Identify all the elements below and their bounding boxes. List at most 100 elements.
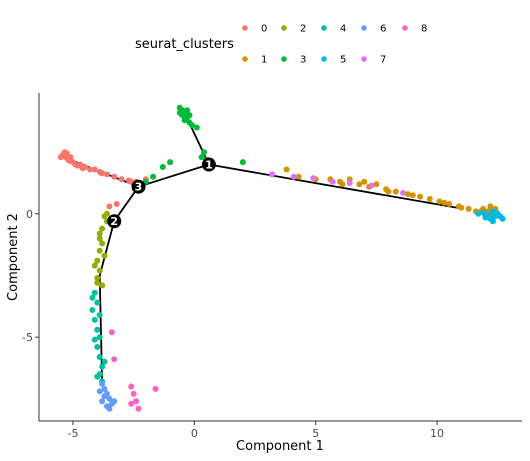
point-cluster-0 [63,150,70,157]
point-cluster-3 [198,154,205,161]
point-cluster-4 [91,336,98,343]
legend-title: seurat_clusters [135,37,234,52]
point-cluster-1 [404,191,411,198]
point-cluster-6 [101,393,108,400]
trajectory-edge [208,163,464,210]
point-cluster-2 [99,282,106,289]
point-cluster-7 [269,171,275,178]
legend-item-4: 4 [321,24,346,35]
point-cluster-0 [111,173,118,180]
point-cluster-2 [96,267,103,274]
point-cluster-3 [186,112,193,119]
point-cluster-1 [373,181,380,188]
point-cluster-6 [99,381,106,387]
legend-item-5: 5 [321,55,346,66]
legend-swatch [402,25,408,31]
point-cluster-4 [91,316,98,323]
point-cluster-1 [487,203,494,210]
x-tick-label: 0 [191,427,198,440]
point-cluster-0 [79,165,86,172]
point-cluster-6 [106,395,113,402]
trajectory-edge [138,163,210,188]
trajectory-edges [62,112,464,382]
point-cluster-0 [118,176,125,183]
point-cluster-1 [356,181,363,188]
legend-item-8: 8 [402,24,427,35]
point-cluster-4 [94,344,101,350]
legend-item-7: 7 [361,55,386,66]
point-cluster-4 [101,358,108,365]
point-cluster-1 [441,199,448,206]
point-cluster-5 [493,209,500,216]
point-cluster-6 [111,398,118,405]
point-cluster-2 [99,240,106,247]
point-cluster-8 [133,398,140,405]
point-cluster-4 [89,294,96,301]
trajectory-nodes: 1 2 3 [107,157,216,229]
point-cluster-3 [201,149,207,156]
point-cluster-6 [101,385,108,392]
point-cluster-5 [475,210,482,217]
point-cluster-7 [290,173,297,180]
point-cluster-2 [104,210,110,217]
point-cluster-4 [99,363,106,370]
point-cluster-4 [91,289,98,296]
point-cluster-8 [108,329,115,336]
trajectory-edge [98,220,116,382]
point-cluster-8 [128,400,135,407]
trajectory-node: 1 [201,157,216,172]
point-cluster-8 [128,383,135,390]
legend-label: 6 [380,24,386,35]
point-cluster-6 [99,398,106,405]
legend-item-6: 6 [361,24,386,35]
legend-label: 8 [421,24,427,35]
node-label: 3 [135,181,143,194]
legend-swatch [242,25,248,31]
point-cluster-1 [339,181,346,188]
point-cluster-0 [74,162,81,169]
point-cluster-7 [400,189,407,196]
point-cluster-1 [417,193,424,200]
legend: seurat_clusters 0 1 2 3 4 5 6 7 8 [135,24,427,66]
point-cluster-4 [96,334,103,341]
legend-swatch [321,56,327,62]
node-label: 2 [110,215,118,228]
point-cluster-3 [167,159,174,166]
point-cluster-4 [94,373,101,380]
point-cluster-3 [239,159,246,166]
point-cluster-3 [184,107,191,114]
point-cluster-4 [94,326,101,333]
point-cluster-1 [458,204,465,211]
point-cluster-0 [113,201,120,207]
trajectory-node: 2 [107,214,122,229]
node-marker [131,179,146,194]
legend-swatch [281,56,287,62]
point-cluster-0 [104,171,110,178]
point-cluster-2 [96,230,103,237]
point-cluster-5 [499,215,506,222]
point-cluster-0 [87,166,93,173]
point-cluster-0 [57,154,64,161]
point-cluster-4 [94,299,101,306]
point-cluster-2 [96,235,103,242]
node-marker [107,214,122,229]
legend-label: 2 [300,24,306,35]
axes: -5 0 5 10 -5 0 [22,93,522,440]
x-tick-label: 10 [430,427,444,440]
y-axis-title: Component 2 [6,213,21,301]
trajectory-edge [113,186,140,222]
y-tick-label: -5 [22,331,33,344]
point-cluster-7 [310,175,317,182]
point-cluster-1 [361,178,368,185]
point-cluster-1 [446,201,453,207]
point-cluster-7 [346,180,353,186]
point-cluster-8 [130,390,137,397]
point-cluster-1 [385,188,392,195]
x-tick-label: 5 [312,427,319,440]
point-cluster-0 [106,203,113,210]
x-axis-title: Component 1 [236,439,324,454]
legend-label: 3 [300,55,306,66]
point-cluster-2 [96,247,103,254]
legend-label: 5 [340,55,346,66]
point-cluster-7 [329,178,336,185]
